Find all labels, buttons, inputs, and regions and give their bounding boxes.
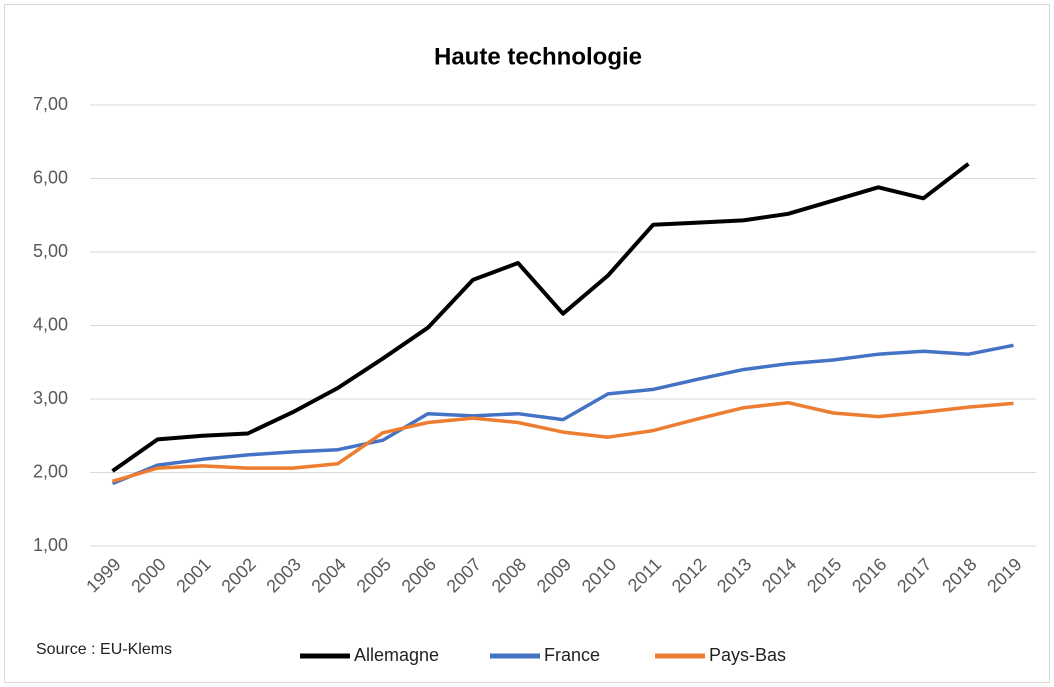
series-line	[111, 162, 970, 473]
y-tick-label: 3,00	[33, 388, 68, 408]
legend-label: Allemagne	[354, 645, 439, 665]
y-tick-label: 4,00	[33, 314, 68, 334]
legend-label: France	[544, 645, 600, 665]
series-line	[112, 400, 1014, 483]
source-note: Source : EU-Klems	[36, 641, 172, 658]
chart-border	[4, 4, 1050, 683]
chart-title: Haute technologie	[434, 43, 642, 70]
y-tick-label: 6,00	[33, 167, 68, 187]
series-line	[111, 343, 1014, 486]
y-tick-label: 5,00	[33, 241, 68, 261]
y-tick-label: 7,00	[33, 94, 68, 114]
y-tick-label: 1,00	[33, 535, 68, 555]
y-tick-label: 2,00	[33, 461, 68, 481]
legend-label: Pays-Bas	[709, 645, 786, 665]
